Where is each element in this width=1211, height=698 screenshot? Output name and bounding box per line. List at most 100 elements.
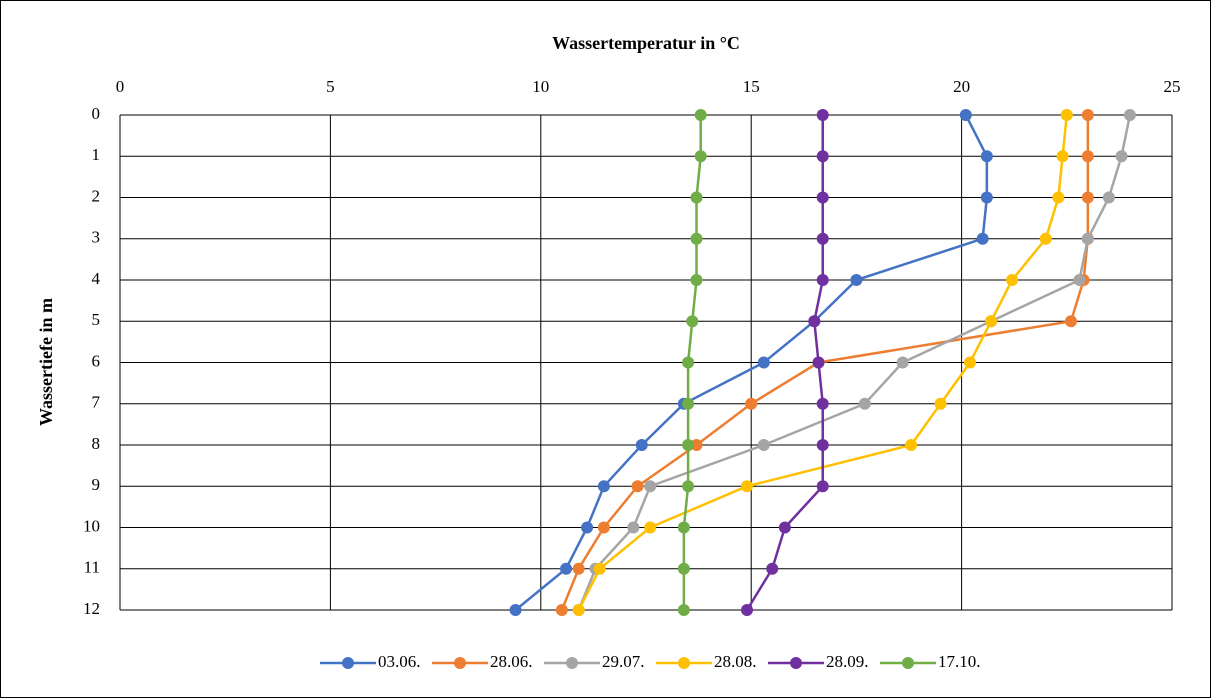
data-point — [757, 439, 770, 451]
y-tick-label: 4 — [92, 269, 101, 288]
data-point — [816, 480, 829, 493]
data-point — [816, 191, 829, 204]
data-point — [1060, 109, 1073, 121]
data-point — [572, 562, 585, 575]
data-point — [816, 274, 829, 286]
legend-label: 28.08. — [714, 652, 757, 671]
data-point — [1006, 274, 1019, 286]
data-point — [959, 109, 972, 121]
data-point — [635, 439, 648, 451]
data-point — [509, 604, 522, 616]
x-tick-label: 0 — [116, 77, 125, 96]
legend-marker — [902, 657, 914, 669]
data-point — [757, 356, 770, 369]
data-point — [816, 397, 829, 410]
data-point — [690, 274, 703, 286]
legend-marker — [454, 657, 466, 669]
data-point — [740, 604, 753, 616]
data-point — [1081, 150, 1094, 163]
data-point — [555, 604, 568, 616]
legend-label: 28.09. — [826, 652, 869, 671]
data-point — [985, 315, 998, 328]
legend-label: 03.06. — [378, 652, 421, 671]
data-point — [850, 274, 863, 286]
data-point — [694, 150, 707, 163]
data-point — [581, 521, 594, 534]
data-point — [682, 439, 695, 451]
data-point — [766, 562, 779, 575]
data-point — [745, 397, 758, 410]
y-tick-label: 6 — [92, 351, 101, 370]
data-point — [1081, 232, 1094, 245]
data-point — [816, 109, 829, 121]
legend-marker — [678, 657, 690, 669]
y-tick-label: 11 — [84, 558, 100, 577]
data-point — [1102, 191, 1115, 204]
legend-marker — [566, 657, 578, 669]
data-point — [682, 356, 695, 369]
data-point — [976, 232, 989, 245]
data-point — [677, 604, 690, 616]
y-tick-label: 1 — [92, 145, 101, 164]
y-tick-label: 10 — [83, 516, 100, 535]
data-point — [1065, 315, 1078, 328]
data-point — [597, 480, 610, 493]
y-tick-label: 0 — [92, 104, 101, 123]
data-point — [682, 480, 695, 493]
data-point — [1073, 274, 1086, 286]
data-point — [682, 397, 695, 410]
data-point — [980, 150, 993, 163]
data-point — [980, 191, 993, 204]
data-point — [690, 232, 703, 245]
data-point — [858, 397, 871, 410]
data-point — [816, 232, 829, 245]
data-point — [1081, 191, 1094, 204]
data-point — [631, 480, 644, 493]
data-point — [690, 439, 703, 451]
data-point — [896, 356, 909, 369]
y-tick-label: 2 — [92, 186, 101, 205]
x-tick-label: 10 — [532, 77, 549, 96]
data-point — [572, 604, 585, 616]
data-point — [1052, 191, 1065, 204]
x-tick-label: 5 — [326, 77, 335, 96]
data-point — [1123, 109, 1136, 121]
data-point — [597, 521, 610, 534]
data-point — [644, 480, 657, 493]
legend-label: 28.06. — [490, 652, 533, 671]
legend-label: 29.07. — [602, 652, 645, 671]
data-point — [644, 521, 657, 534]
y-tick-label: 9 — [92, 475, 101, 494]
y-tick-label: 5 — [92, 310, 101, 329]
data-point — [905, 439, 918, 451]
data-point — [740, 480, 753, 493]
x-tick-label: 25 — [1164, 77, 1181, 96]
legend-marker — [790, 657, 802, 669]
data-point — [808, 315, 821, 328]
data-point — [1056, 150, 1069, 163]
legend-label: 17.10. — [938, 652, 981, 671]
data-point — [677, 521, 690, 534]
data-point — [816, 150, 829, 163]
data-point — [812, 356, 825, 369]
y-tick-label: 3 — [92, 228, 101, 247]
data-point — [1039, 232, 1052, 245]
y-tick-label: 7 — [92, 393, 101, 412]
data-point — [677, 562, 690, 575]
data-point — [694, 109, 707, 121]
data-point — [690, 191, 703, 204]
y-axis-title: Wassertiefe in m — [36, 298, 56, 426]
x-tick-label: 15 — [743, 77, 760, 96]
x-tick-label: 20 — [953, 77, 970, 96]
y-tick-label: 12 — [83, 599, 100, 618]
legend-marker — [342, 657, 354, 669]
data-point — [627, 521, 640, 534]
data-point — [1081, 109, 1094, 121]
x-axis-title: Wassertemperatur in °C — [552, 33, 740, 53]
data-point — [934, 397, 947, 410]
data-point — [964, 356, 977, 369]
data-point — [816, 439, 829, 451]
data-point — [593, 562, 606, 575]
